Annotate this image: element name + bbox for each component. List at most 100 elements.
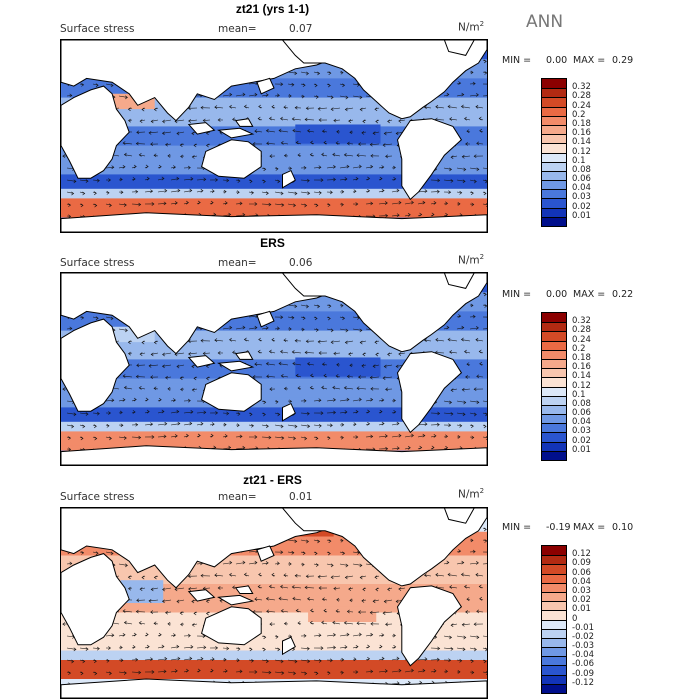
- stress-arrow: [300, 424, 310, 427]
- stress-arrow: [188, 352, 198, 355]
- stress-arrow-head: [473, 154, 477, 159]
- stress-arrow: [274, 191, 284, 194]
- stress-arrow: [248, 94, 258, 97]
- stress-arrow: [456, 94, 464, 97]
- ocean-stress-band: [61, 402, 487, 409]
- stress-arrow-head: [229, 92, 233, 97]
- stress-arrow: [144, 190, 153, 193]
- stress-arrow: [339, 178, 347, 181]
- stress-arrow-head: [476, 609, 480, 614]
- stress-arrow-head: [407, 445, 411, 450]
- stress-arrow: [235, 94, 245, 97]
- stress-arrow: [261, 191, 269, 194]
- stress-arrow-head: [150, 587, 154, 592]
- stress-arrow: [266, 598, 276, 601]
- stress-arrow-head: [80, 671, 84, 676]
- stress-arrow-head: [289, 399, 293, 404]
- stress-arrow-head: [294, 573, 298, 578]
- map-canvas: [61, 508, 487, 698]
- land-outline: [396, 351, 463, 434]
- stress-arrow-head: [303, 633, 307, 638]
- stress-arrow: [214, 574, 224, 577]
- stress-arrow-head: [297, 621, 301, 625]
- stress-arrow-head: [349, 130, 353, 135]
- stress-arrow: [326, 95, 334, 98]
- stress-arrow: [66, 412, 77, 415]
- stress-arrow: [383, 611, 393, 614]
- colorbar-swatch: [542, 170, 566, 181]
- stress-arrow: [321, 387, 328, 390]
- min-value-1: 0.00: [546, 55, 568, 66]
- stress-arrow: [373, 131, 380, 134]
- stress-arrow-head: [302, 316, 306, 321]
- stress-arrow: [461, 106, 471, 109]
- ocean-stress-band: [61, 645, 487, 652]
- stress-arrow-head: [463, 400, 467, 405]
- stress-arrow-head: [150, 142, 154, 146]
- stress-arrow-head: [433, 669, 437, 673]
- stress-arrow-head: [269, 622, 273, 626]
- stress-arrow-head: [356, 621, 360, 626]
- stress-arrow-head: [186, 668, 189, 673]
- stress-arrow-head: [293, 436, 297, 441]
- stress-arrow-head: [381, 633, 385, 637]
- stress-arrow-head: [423, 573, 427, 578]
- stress-arrow-head: [343, 620, 347, 625]
- stress-arrow-head: [333, 351, 337, 356]
- stress-arrow: [313, 399, 321, 402]
- stress-arrow-head: [433, 201, 437, 205]
- stress-arrow-head: [108, 178, 111, 182]
- stress-arrow-head: [271, 104, 275, 109]
- land-outline: [443, 273, 475, 289]
- stress-arrow-head: [262, 647, 266, 652]
- stress-arrow: [105, 671, 112, 674]
- stress-arrow: [370, 143, 380, 145]
- stress-arrow-head: [473, 179, 477, 184]
- stress-arrow-head: [94, 436, 98, 441]
- stress-arrow-head: [362, 119, 366, 124]
- stress-arrow: [456, 400, 466, 403]
- ocean-stress-band: [61, 131, 487, 137]
- stress-arrow-head: [307, 424, 311, 429]
- stress-arrow-head: [158, 397, 162, 402]
- stress-arrow-head: [254, 92, 258, 97]
- stress-arrow-head: [370, 201, 374, 206]
- stress-arrow: [404, 447, 411, 450]
- stress-arrow-head: [340, 538, 344, 543]
- land-outline: [256, 77, 275, 95]
- stress-arrow-head: [108, 411, 111, 415]
- stress-arrow-head: [132, 645, 136, 649]
- stress-arrow: [229, 574, 237, 577]
- stress-arrow: [131, 203, 141, 205]
- stress-arrow-head: [295, 140, 299, 145]
- ocean-stress-band: [61, 588, 487, 595]
- stress-arrow-head: [329, 658, 333, 663]
- stress-arrow-head: [457, 435, 461, 439]
- stress-arrow-head: [369, 142, 373, 147]
- colorbar-tick-label: 0.01: [572, 444, 591, 455]
- stress-arrow-head: [110, 316, 114, 321]
- stress-arrow: [235, 214, 245, 217]
- stress-arrow: [307, 598, 315, 601]
- stress-arrow-head: [109, 203, 112, 208]
- stress-arrow-head: [278, 361, 282, 366]
- stress-arrow-head: [258, 104, 262, 109]
- ocean-stress-band: [61, 97, 487, 104]
- stress-arrow: [313, 634, 321, 637]
- stress-arrow-head: [483, 659, 487, 664]
- stress-arrow-head: [280, 315, 284, 320]
- stress-arrow: [222, 412, 229, 414]
- stress-arrow-head: [370, 386, 374, 391]
- stress-arrow-head: [217, 351, 221, 355]
- stress-arrow-head: [381, 188, 385, 193]
- stress-arrow-head: [280, 82, 284, 87]
- stress-arrow: [140, 352, 146, 355]
- stress-arrow: [469, 635, 479, 638]
- stress-arrow: [292, 118, 302, 121]
- stress-arrow: [196, 190, 204, 193]
- colorbar-swatch: [542, 628, 566, 638]
- stress-arrow-head: [318, 424, 322, 428]
- stress-arrow-head: [251, 658, 254, 663]
- stress-arrow-head: [226, 646, 230, 651]
- stress-arrow: [66, 563, 72, 565]
